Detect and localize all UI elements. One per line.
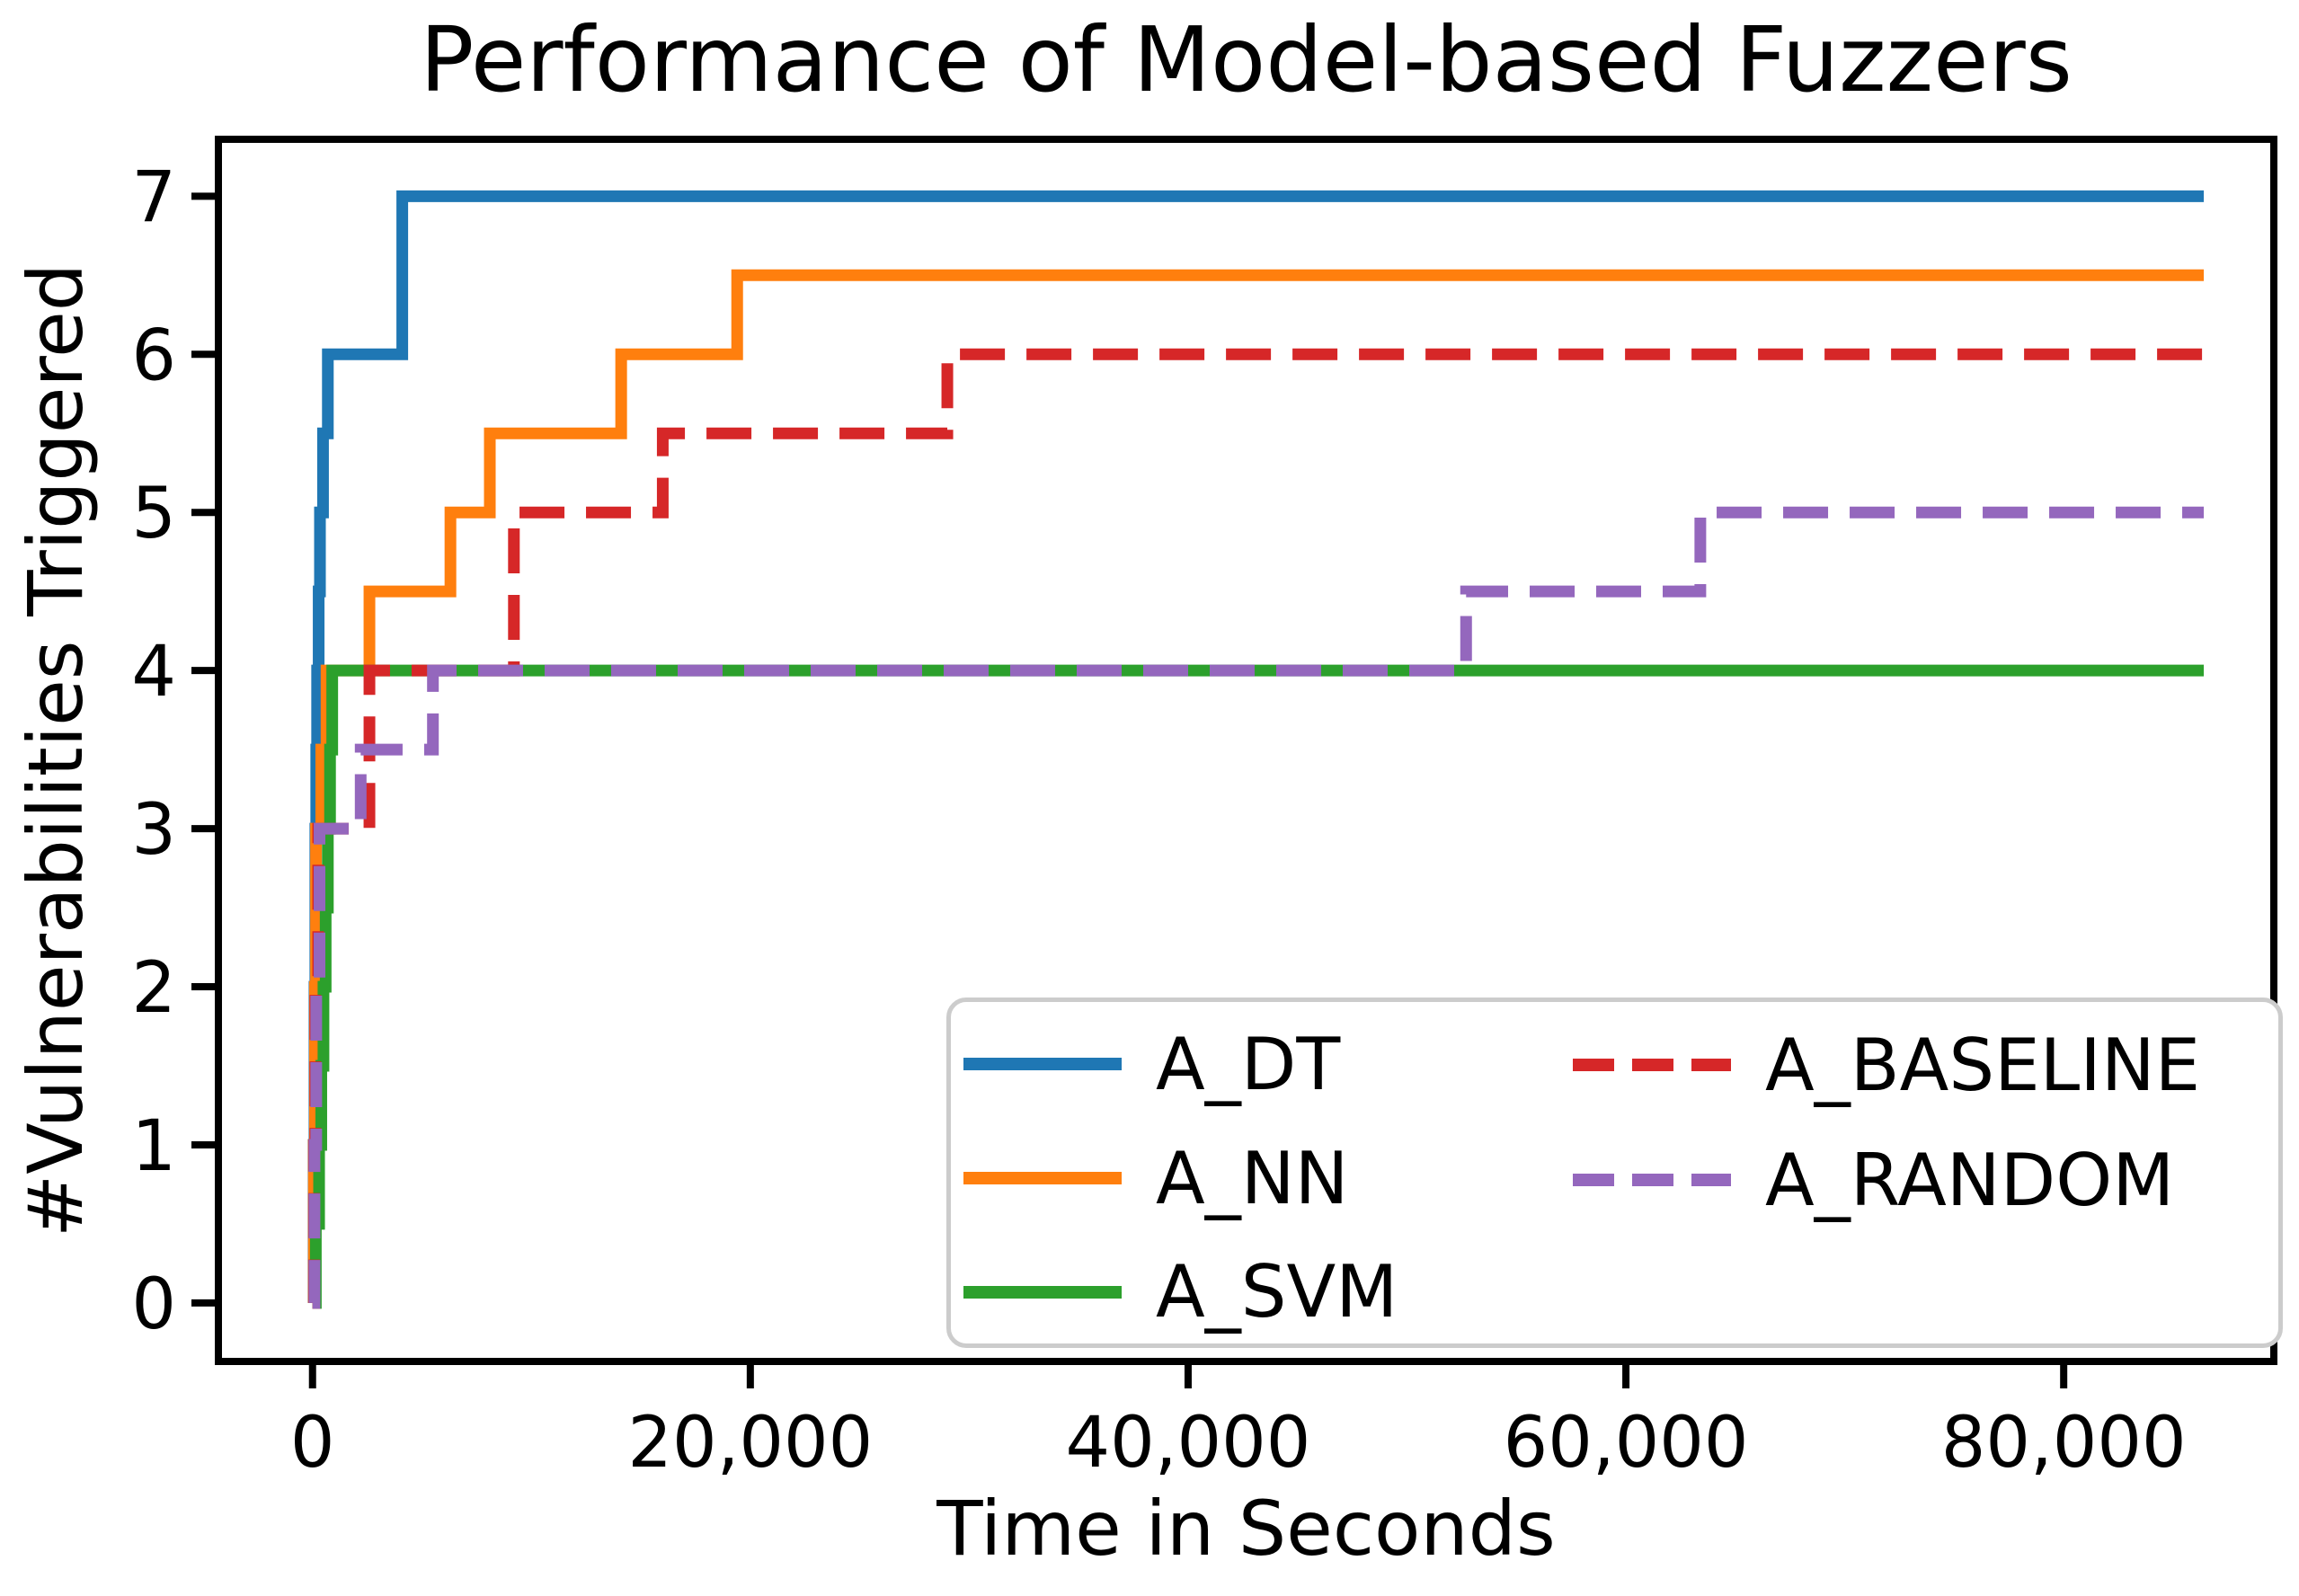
x-tick-label: 0: [290, 1403, 335, 1484]
legend-item-A_DT: A_DT: [963, 1007, 1398, 1122]
legend-label: A_BASELINE: [1765, 1023, 2201, 1107]
x-tick-label: 20,000: [627, 1403, 873, 1484]
y-tick-label: 5: [131, 474, 176, 554]
legend-line-sample-A_SVM: [963, 1285, 1122, 1299]
x-tick-label: 80,000: [1941, 1403, 2187, 1484]
legend: A_DT A_NN A_SVM A_BASELINE A_RANDOM: [946, 998, 2283, 1348]
legend-item-A_RANDOM: A_RANDOM: [1573, 1122, 2200, 1237]
legend-line-sample-A_DT: [963, 1058, 1122, 1071]
x-tick-label: 40,000: [1065, 1403, 1310, 1484]
y-tick-label: 4: [131, 632, 176, 713]
legend-column-1: A_BASELINE A_RANDOM: [1573, 1002, 2200, 1349]
legend-line-sample-A_RANDOM: [1573, 1174, 1731, 1186]
axes-spines: [215, 136, 2277, 1365]
y-tick-label: 2: [131, 948, 176, 1029]
legend-item-A_NN: A_NN: [963, 1122, 1398, 1236]
legend-line-sample-A_BASELINE: [1573, 1059, 1731, 1071]
y-tick-label: 6: [131, 315, 176, 396]
legend-label: A_SVM: [1156, 1250, 1398, 1334]
x-tick-label: 60,000: [1504, 1403, 1749, 1484]
chart-title: Performance of Model-based Fuzzers: [420, 7, 2073, 112]
y-tick-label: 1: [131, 1106, 176, 1187]
legend-item-A_SVM: A_SVM: [963, 1235, 1398, 1349]
y-axis-label: #Vulnerabilities Triggered: [12, 262, 100, 1238]
y-tick-label: 3: [131, 790, 176, 871]
legend-label: A_NN: [1156, 1136, 1349, 1220]
legend-column-0: A_DT A_NN A_SVM: [963, 1002, 1398, 1349]
legend-line-sample-A_NN: [963, 1172, 1122, 1184]
legend-label: A_DT: [1156, 1022, 1341, 1106]
x-axis-label: Time in Seconds: [936, 1485, 1556, 1573]
legend-item-A_BASELINE: A_BASELINE: [1573, 1007, 2200, 1122]
series-line-A_RANDOM: [308, 506, 2205, 1309]
y-tick-label: 0: [131, 1264, 176, 1345]
y-tick-label: 7: [131, 157, 176, 238]
legend-label: A_RANDOM: [1765, 1138, 2175, 1222]
